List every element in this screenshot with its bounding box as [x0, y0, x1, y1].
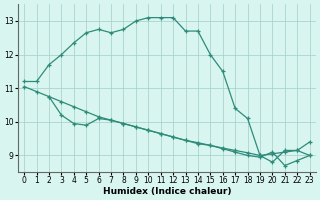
- X-axis label: Humidex (Indice chaleur): Humidex (Indice chaleur): [103, 187, 231, 196]
